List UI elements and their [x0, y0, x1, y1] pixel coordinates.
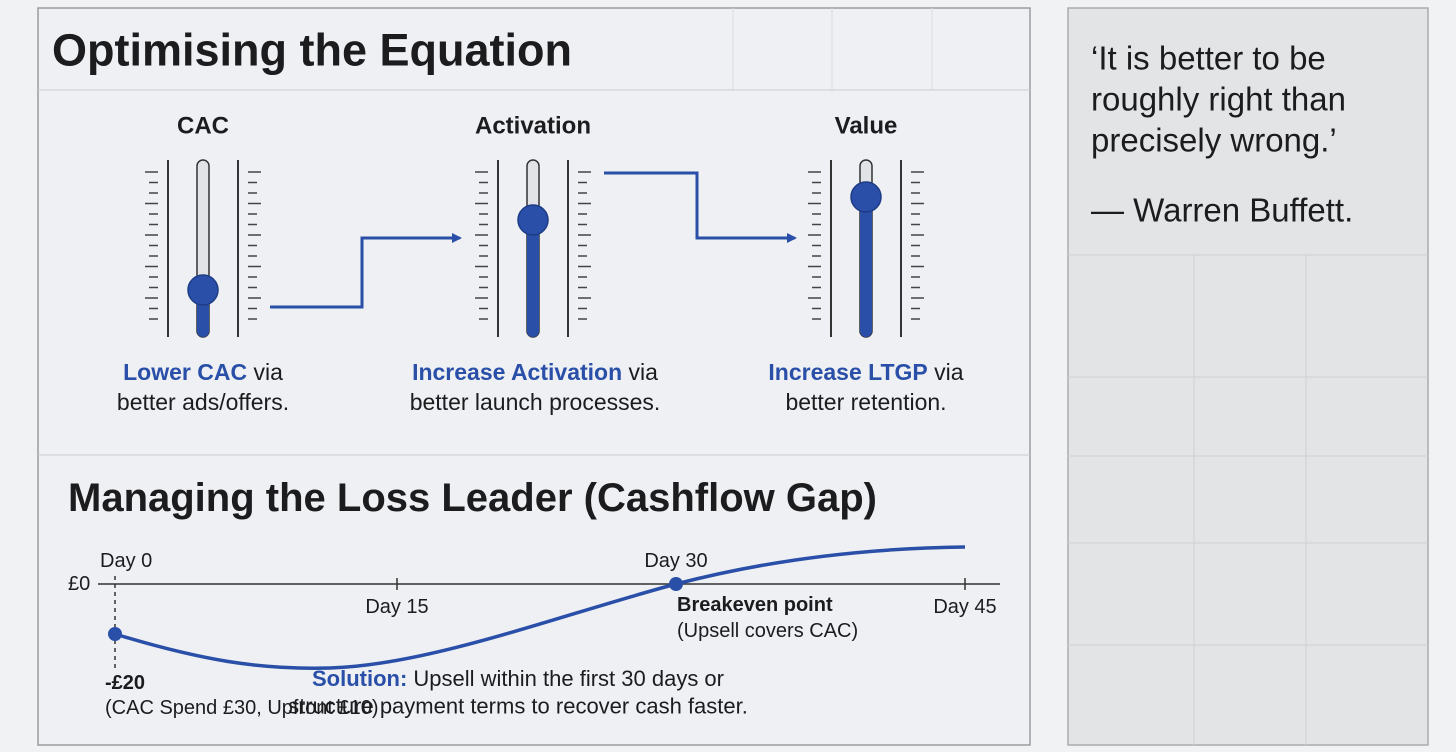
slider-fill	[527, 220, 539, 337]
day-label: Day 45	[933, 596, 996, 618]
breakeven-point	[669, 577, 683, 591]
caption-highlight: Increase LTGP	[768, 359, 927, 385]
solution-text: structure payment terms to recover cash …	[288, 694, 748, 719]
caption-text: via	[928, 359, 964, 385]
slider-knob	[517, 204, 549, 236]
slider-caption: Increase LTGP via	[768, 359, 963, 385]
start-value: -£20	[105, 672, 145, 694]
section-title: Managing the Loss Leader (Cashflow Gap)	[68, 476, 877, 520]
breakeven-note: (Upsell covers CAC)	[677, 620, 858, 642]
slider-caption: Increase Activation via	[412, 359, 658, 385]
slider-caption: Lower CAC via	[123, 359, 283, 385]
sliders	[145, 159, 924, 338]
slider-fill	[860, 197, 872, 337]
slider-knob	[850, 181, 882, 213]
slider-knob	[187, 274, 219, 306]
main-panel	[37, 7, 1031, 746]
caption-text: via	[247, 359, 283, 385]
quote-line: precisely wrong.’	[1091, 122, 1337, 159]
slider-label: CAC	[177, 113, 229, 140]
caption-highlight: Lower CAC	[123, 359, 247, 385]
breakeven-label: Breakeven point	[677, 594, 833, 616]
section-title: Optimising the Equation	[52, 25, 572, 76]
quote-author: — Warren Buffett.	[1091, 192, 1353, 229]
slider-label: Activation	[475, 113, 591, 140]
solution-lead: Solution:	[312, 666, 407, 691]
day-label: Day 15	[365, 596, 428, 618]
start-point	[108, 627, 122, 641]
solution-text: Upsell within the first 30 days or	[407, 666, 724, 691]
start-note: (CAC Spend £30, Upfront £10)	[105, 697, 379, 719]
solution: Solution: Upsell within the first 30 day…	[312, 666, 724, 691]
day-label: Day 0	[100, 550, 152, 572]
slider-caption: better retention.	[785, 389, 946, 415]
slider-label: Value	[835, 113, 898, 140]
quote-line: ‘It is better to be	[1091, 40, 1326, 77]
day-label: Day 30	[644, 550, 707, 572]
flow-arrow	[270, 233, 462, 309]
flow-arrow	[604, 171, 797, 243]
caption-text: via	[622, 359, 658, 385]
quote-line: roughly right than	[1091, 81, 1346, 118]
quote-grid	[1068, 254, 1428, 745]
panel-grid	[732, 8, 933, 90]
slider-caption: better launch processes.	[410, 389, 661, 415]
slider-caption: better ads/offers.	[117, 389, 289, 415]
cashflow-curve	[114, 545, 966, 670]
zero-label: £0	[68, 573, 90, 595]
caption-highlight: Increase Activation	[412, 359, 622, 385]
